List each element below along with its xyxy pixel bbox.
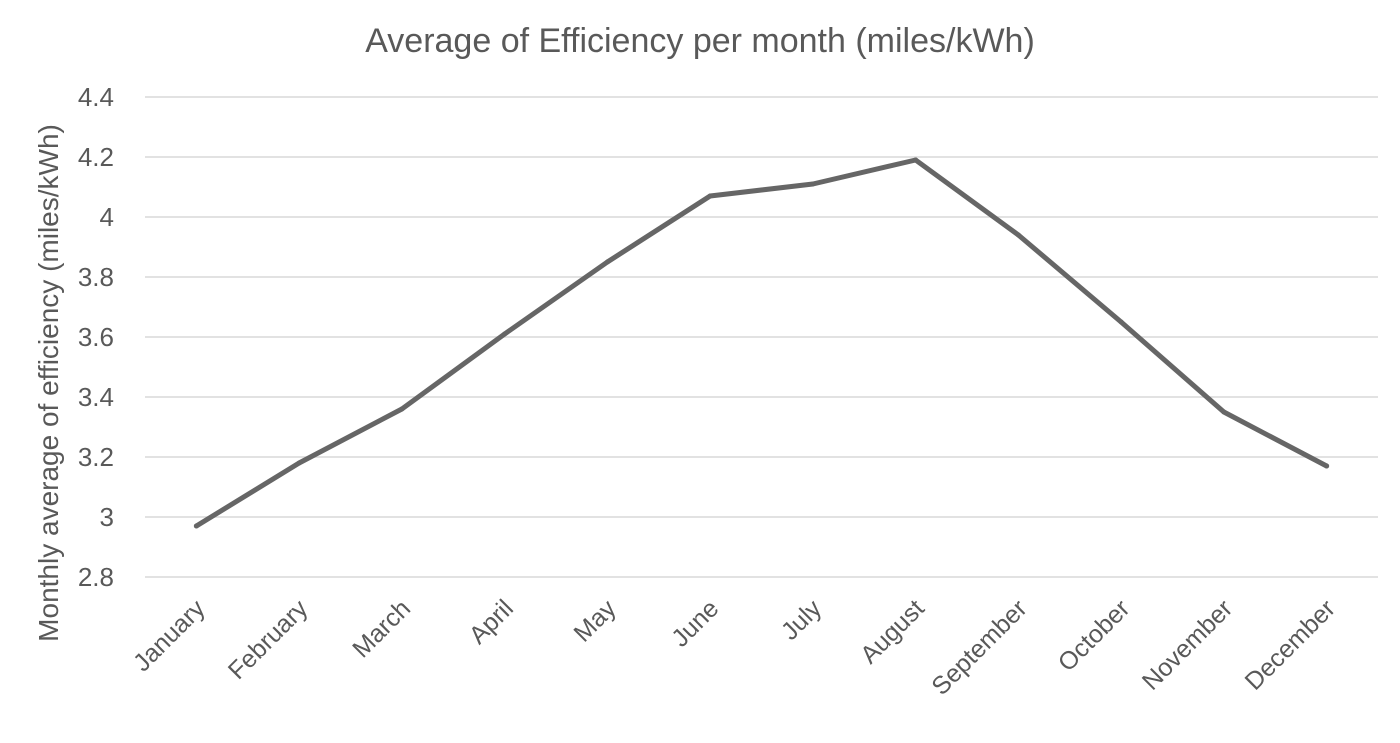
x-tick-label: February	[223, 594, 314, 685]
x-tick-label: September	[926, 594, 1032, 700]
data-point	[1118, 319, 1124, 325]
y-tick-label: 2.8	[78, 562, 114, 592]
x-axis-ticks: January February March April May June July Augu…	[128, 594, 1341, 701]
series-group	[193, 157, 1330, 529]
data-point	[1015, 232, 1021, 238]
chart-title: Average of Efficiency per month (miles/k…	[365, 22, 1035, 60]
gridlines	[145, 96, 1378, 578]
x-tick-label: December	[1240, 594, 1341, 695]
data-point	[502, 331, 508, 337]
x-tick-label: July	[776, 594, 828, 646]
series-line	[193, 157, 1330, 529]
y-tick-label: 3.6	[78, 322, 114, 352]
x-tick-label: March	[347, 594, 416, 663]
data-point	[1324, 463, 1330, 469]
x-tick-label: April	[464, 594, 519, 649]
y-tick-label: 4.2	[78, 142, 114, 172]
y-axis-ticks: 2.8 3 3.2 3.4 3.6 3.8 4 4.2 4.4	[78, 82, 114, 592]
data-point	[604, 259, 610, 265]
x-tick-label: October	[1053, 594, 1136, 677]
x-tick-label: November	[1137, 594, 1238, 695]
data-point	[193, 523, 199, 529]
x-tick-label: August	[855, 594, 930, 669]
data-point	[296, 460, 302, 466]
y-tick-label: 3.8	[78, 262, 114, 292]
x-tick-label: June	[666, 594, 724, 652]
y-tick-label: 4.4	[78, 82, 114, 112]
data-point	[810, 181, 816, 187]
x-tick-label: January	[128, 594, 211, 677]
y-tick-label: 3.4	[78, 382, 114, 412]
y-tick-label: 4	[100, 202, 114, 232]
data-point	[707, 193, 713, 199]
y-axis-label: Monthly average of efficiency (miles/kWh…	[33, 124, 64, 642]
data-point	[1221, 409, 1227, 415]
y-tick-label: 3.2	[78, 442, 114, 472]
y-tick-label: 3	[100, 502, 114, 532]
x-tick-label: May	[568, 594, 622, 648]
data-point	[399, 406, 405, 412]
data-point	[913, 157, 919, 163]
